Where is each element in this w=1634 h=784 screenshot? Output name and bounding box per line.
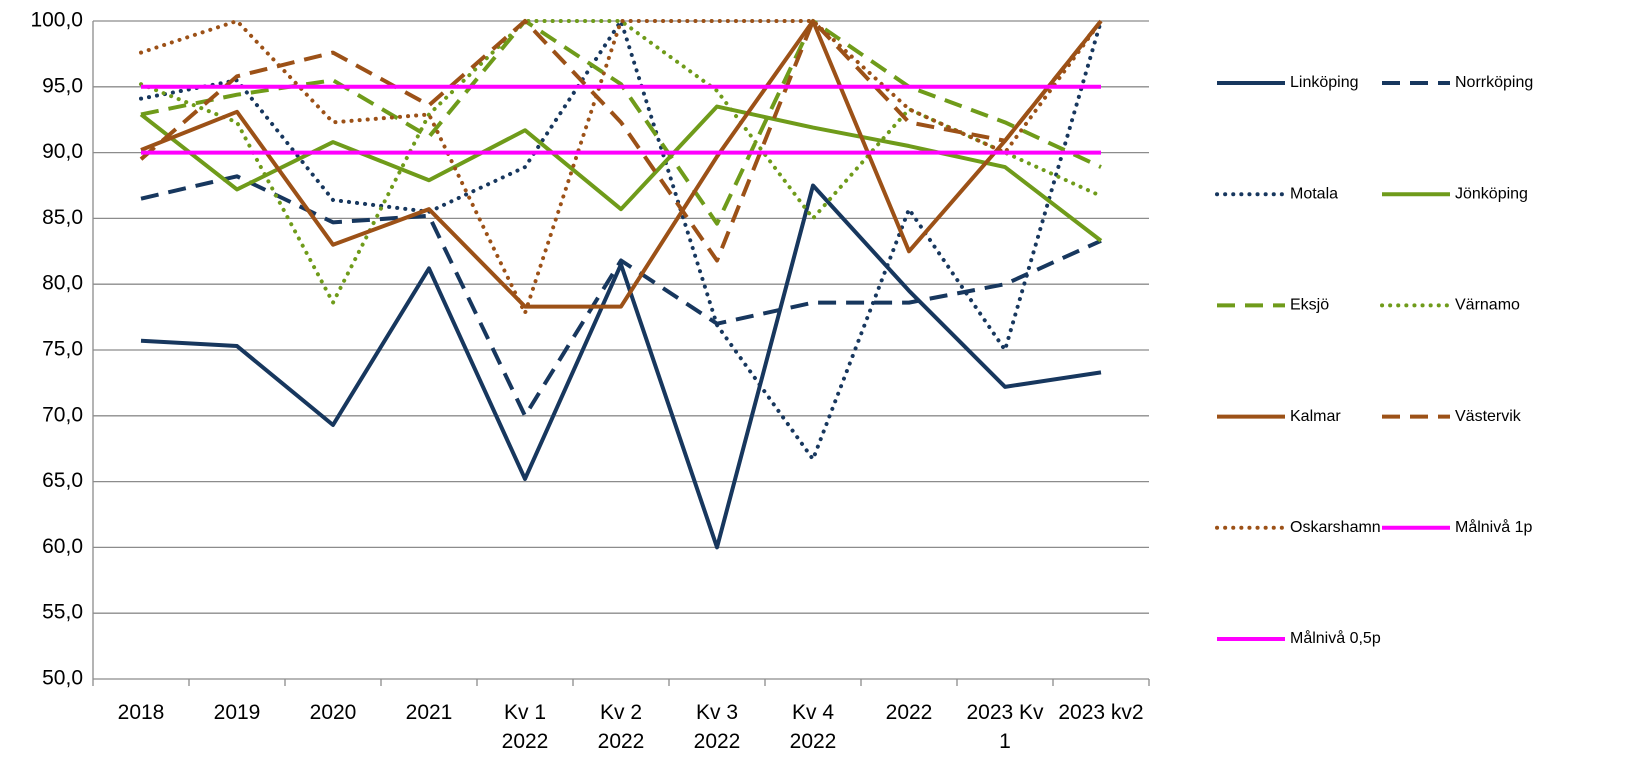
y-tick-label: 65,0 <box>42 469 83 492</box>
series-line <box>140 19 1102 226</box>
y-tick-label: 55,0 <box>42 601 83 624</box>
legend-label: Eksjö <box>1290 297 1329 314</box>
legend-label: Motala <box>1290 185 1338 202</box>
series-line <box>139 104 1103 243</box>
x-tick-label: 2019 <box>213 701 261 724</box>
x-tick-label: 2023 kv2 <box>1058 701 1144 724</box>
series-line <box>140 183 1102 550</box>
x-tick-label: Kv 4 2022 <box>789 701 837 753</box>
series-line <box>140 174 1102 418</box>
y-tick-label: 70,0 <box>42 403 83 426</box>
x-tick-label: 2021 <box>405 701 453 724</box>
x-tick-label: 2018 <box>117 701 165 724</box>
legend-label: Oskarshamn <box>1290 519 1381 536</box>
x-tick-label: Kv 1 2022 <box>501 701 549 753</box>
y-tick-label: 90,0 <box>42 140 83 163</box>
legend-label: Jönköping <box>1455 185 1528 202</box>
series-line <box>139 19 1103 263</box>
legend-label: Målnivå 1p <box>1455 518 1532 536</box>
x-tick-label: 2020 <box>309 701 357 724</box>
legend-label: Målnivå 0,5p <box>1290 629 1381 647</box>
y-tick-label: 95,0 <box>42 74 83 97</box>
series-line <box>140 19 1103 309</box>
x-tick-label: 2023 Kv 1 <box>966 701 1044 753</box>
x-tick-label: Kv 2 2022 <box>597 701 645 753</box>
x-tick-label: Kv 3 2022 <box>693 701 741 753</box>
y-tick-label: 100,0 <box>30 9 83 32</box>
legend-label: Kalmar <box>1290 408 1341 425</box>
legend-label: Norrköping <box>1455 74 1533 91</box>
y-tick-label: 50,0 <box>42 667 83 690</box>
y-tick-label: 80,0 <box>42 272 83 295</box>
y-tick-label: 85,0 <box>42 206 83 229</box>
legend-label: Värnamo <box>1455 297 1520 314</box>
legend-label: Västervik <box>1455 408 1522 425</box>
legend-label: Linköping <box>1290 74 1359 91</box>
y-tick-label: 60,0 <box>42 535 83 558</box>
x-tick-label: 2022 <box>885 701 933 724</box>
y-tick-label: 75,0 <box>42 338 83 361</box>
